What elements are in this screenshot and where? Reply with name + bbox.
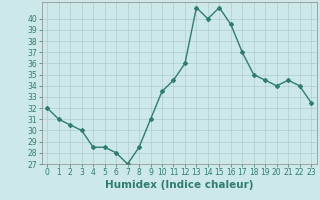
X-axis label: Humidex (Indice chaleur): Humidex (Indice chaleur) — [105, 180, 253, 190]
